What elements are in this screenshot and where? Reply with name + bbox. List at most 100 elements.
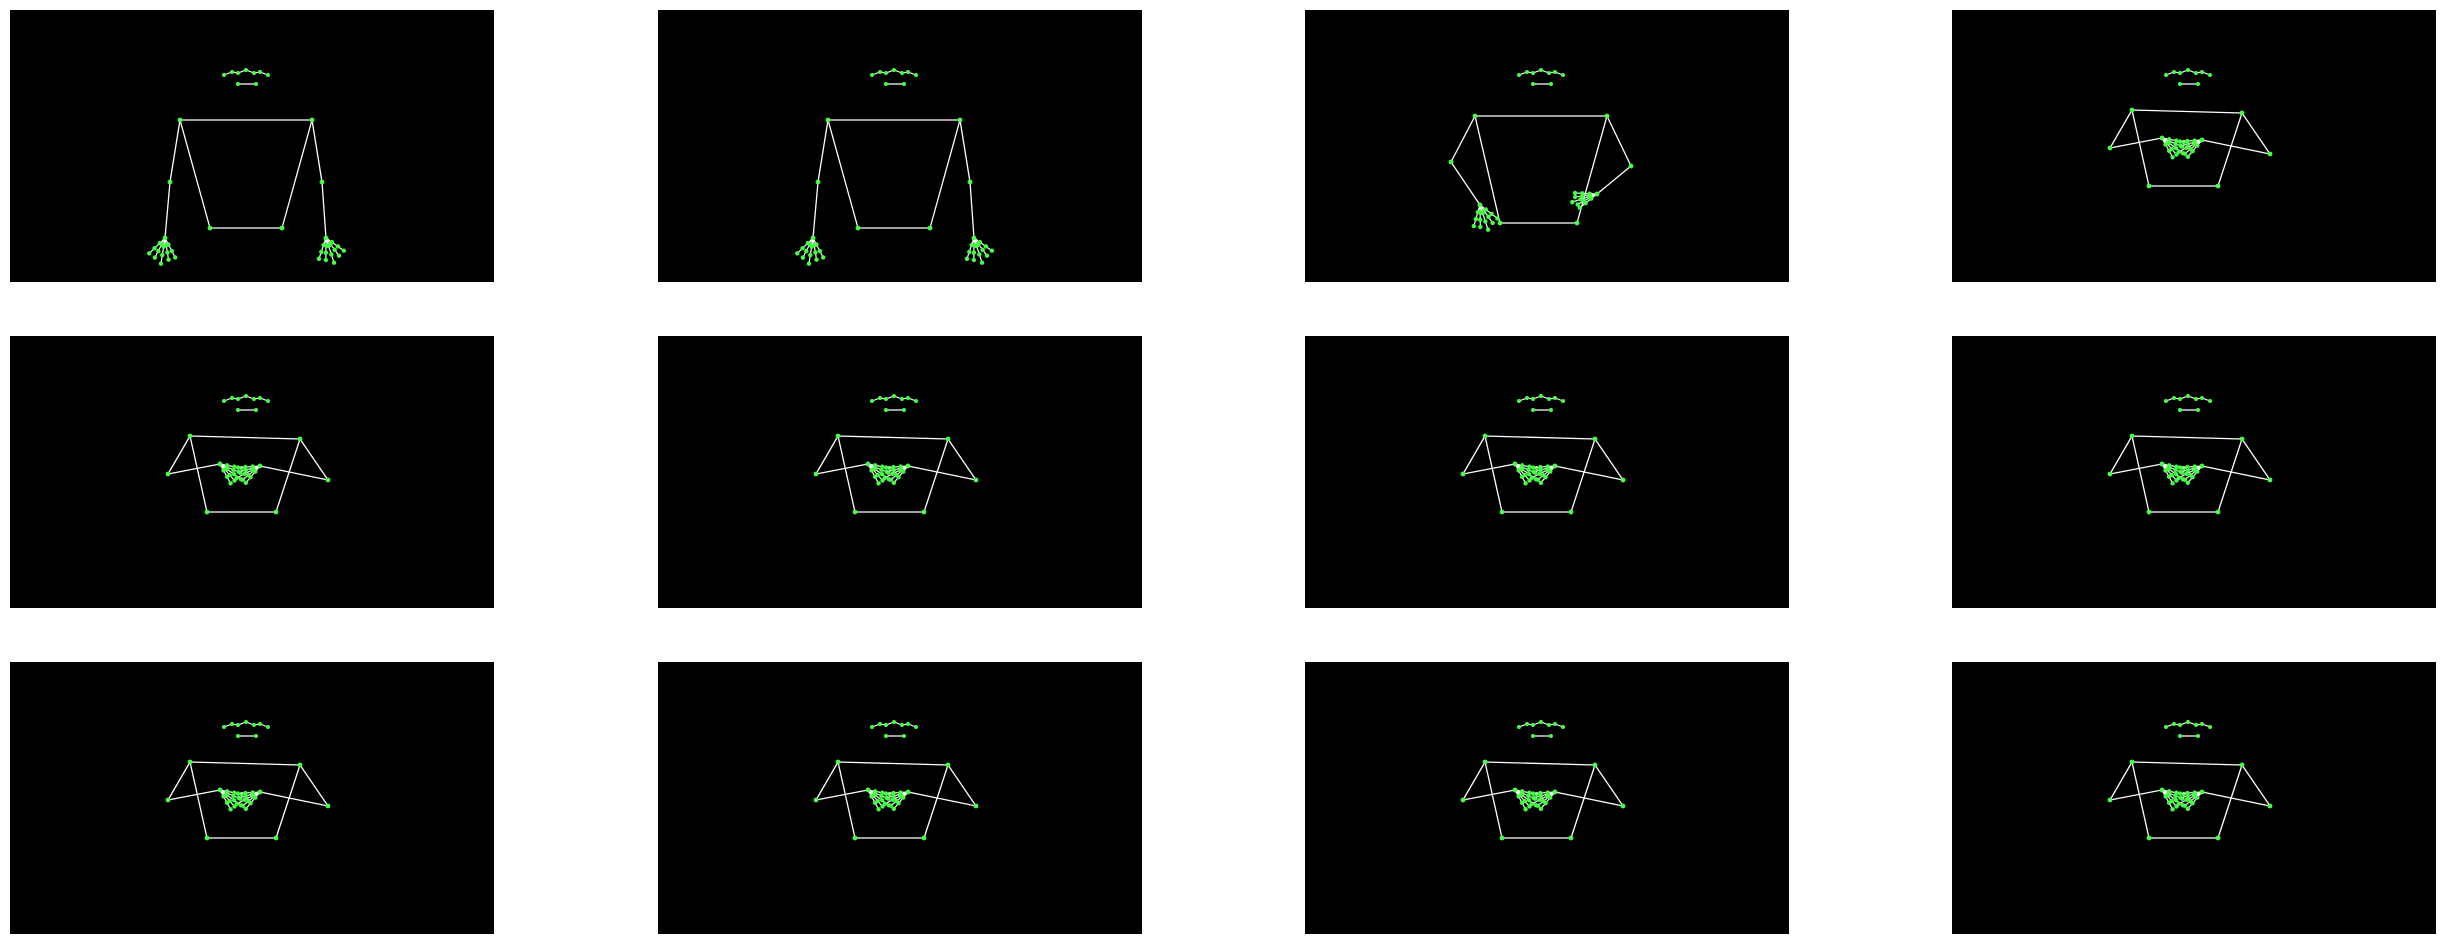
hand-keypoint — [2178, 143, 2184, 149]
hand-keypoint — [2173, 467, 2178, 473]
face-keypoint — [258, 722, 262, 726]
hand-skeleton — [2176, 789, 2205, 812]
face-keypoint — [266, 725, 270, 729]
hand-keypoint — [169, 248, 175, 254]
hand-keypoint — [1538, 790, 1543, 796]
body-keypoint — [2107, 145, 2113, 151]
hand-keypoint — [1531, 795, 1537, 801]
pose-frame — [1305, 662, 1789, 934]
hand-keypoint — [1526, 793, 1531, 799]
hand-keypoint — [806, 261, 812, 266]
hand-keypoint — [891, 480, 897, 486]
hand-keypoint — [1523, 807, 1528, 812]
hand-skeleton — [234, 789, 263, 812]
body-keypoint — [325, 477, 331, 483]
hand-keypoint — [894, 798, 899, 804]
hand-keypoint — [1535, 477, 1540, 482]
wrist-keypoint — [2159, 461, 2165, 467]
hand-keypoint — [2178, 795, 2184, 801]
hand-keypoint — [1530, 465, 1536, 470]
pose-frame — [1952, 662, 2436, 934]
hand-keypoint — [888, 803, 893, 808]
wrist-keypoint — [1512, 787, 1518, 793]
face-keypoint — [1549, 408, 1553, 412]
body-keypoint — [1620, 477, 1626, 483]
body-keypoint — [825, 117, 831, 123]
body-keypoint — [165, 471, 171, 477]
body-keypoint — [325, 803, 331, 809]
hand-keypoint — [2185, 154, 2191, 160]
hand-keypoint — [884, 469, 890, 475]
skeleton-drawing — [2107, 720, 2273, 841]
hand-keypoint — [2192, 138, 2197, 143]
body-keypoint — [927, 225, 933, 231]
hand-keypoint — [2182, 803, 2187, 808]
hand-keypoint — [883, 791, 889, 796]
hand-keypoint — [800, 246, 805, 251]
hand-skeleton — [1529, 789, 1558, 812]
hand-keypoint — [989, 248, 995, 253]
hand-keypoint — [898, 464, 903, 469]
body-keypoint — [835, 433, 841, 439]
face-keypoint — [906, 70, 910, 74]
hand-keypoint — [224, 800, 230, 806]
face-keypoint — [2178, 408, 2182, 412]
body-keypoint — [273, 509, 279, 515]
body-keypoint — [1482, 759, 1488, 765]
body-keypoint — [1460, 797, 1466, 803]
face-keypoint — [1531, 408, 1535, 412]
hand-keypoint — [890, 471, 895, 477]
face-keypoint — [2178, 71, 2182, 75]
body-keypoint — [852, 509, 858, 515]
hand-keypoint — [235, 465, 241, 470]
hand-keypoint — [1516, 794, 1521, 799]
face-keypoint — [1517, 725, 1521, 729]
hand-keypoint — [2184, 471, 2189, 477]
body-skeleton — [165, 433, 331, 515]
face-keypoint — [2196, 734, 2200, 738]
hand-keypoint — [1473, 216, 1479, 222]
hand-keypoint — [2173, 145, 2179, 151]
hand-keypoint — [1526, 797, 1532, 803]
wrist-keypoint — [257, 789, 263, 795]
face-keypoint — [870, 725, 874, 729]
face-keypoint — [906, 722, 910, 726]
body-keypoint — [297, 436, 303, 442]
hand-keypoint — [2166, 474, 2172, 480]
body-skeleton — [810, 117, 977, 241]
hand-skeleton — [217, 787, 244, 812]
hand-keypoint — [243, 480, 249, 486]
hand-keypoint — [969, 242, 974, 248]
hand-keypoint — [879, 467, 884, 473]
wrist-keypoint — [217, 787, 223, 793]
wrist-keypoint — [2199, 463, 2205, 469]
hand-keypoint — [894, 472, 899, 478]
hand-keypoint — [879, 797, 885, 803]
face-keypoint — [1561, 399, 1565, 403]
body-keypoint — [921, 509, 927, 515]
hand-keypoint — [147, 251, 152, 256]
hand-keypoint — [980, 247, 985, 253]
hand-skeleton — [2176, 137, 2205, 160]
hand-keypoint — [979, 260, 985, 265]
hand-keypoint — [1516, 468, 1521, 473]
face-keypoint — [244, 720, 248, 724]
hand-keypoint — [805, 240, 810, 246]
hand-keypoint — [243, 806, 249, 812]
body-keypoint — [165, 797, 171, 803]
hand-skeleton — [1471, 202, 1500, 232]
hand-keypoint — [1538, 806, 1544, 812]
hand-keypoint — [891, 790, 896, 796]
body-keypoint — [1499, 509, 1505, 515]
body-keypoint — [273, 835, 279, 841]
face-keypoint — [914, 73, 918, 77]
body-keypoint — [1460, 471, 1466, 477]
hand-keypoint — [1587, 191, 1592, 196]
hand-keypoint — [319, 249, 324, 255]
hand-keypoint — [876, 807, 881, 812]
hand-keypoint — [329, 252, 334, 257]
hand-keypoint — [2166, 800, 2172, 806]
face-keypoint — [236, 734, 240, 738]
hand-keypoint — [243, 790, 248, 796]
hand-keypoint — [1529, 475, 1535, 481]
